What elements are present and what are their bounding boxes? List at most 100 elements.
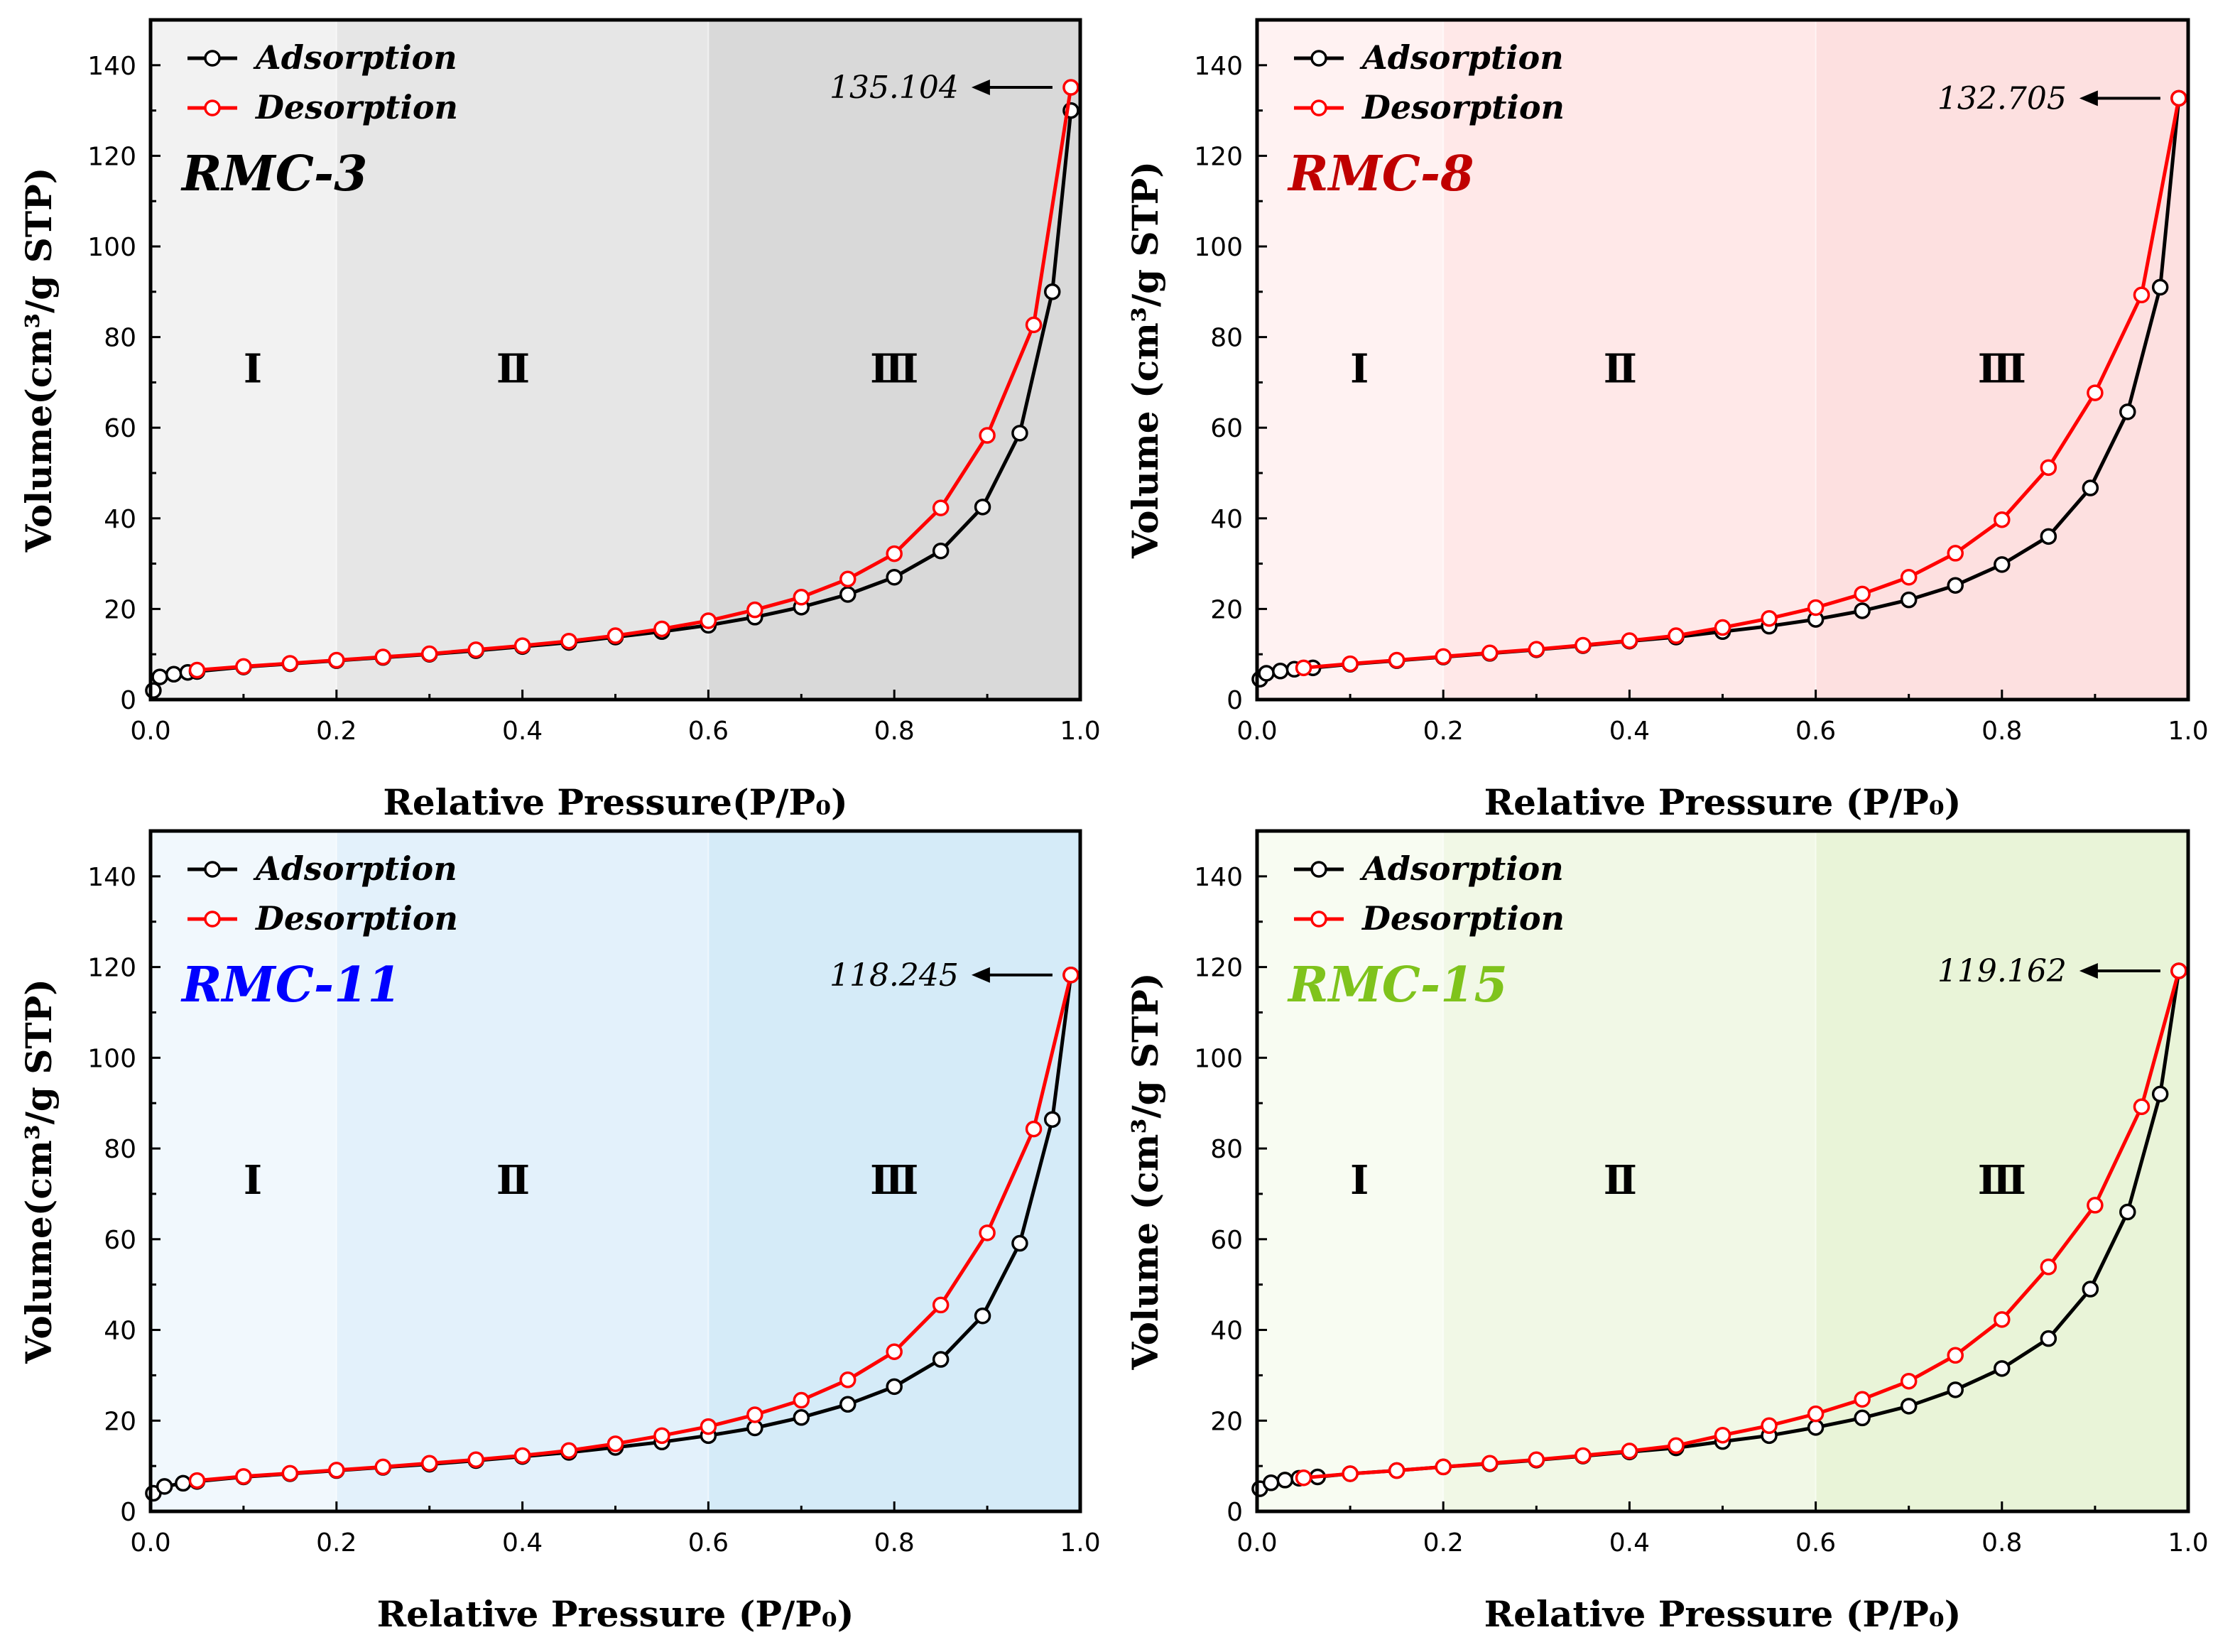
desorption-data-point [2040, 1259, 2057, 1276]
x-axis-title: Relative Pressure(P/P₀) [383, 781, 847, 823]
desorption-data-point [513, 1447, 531, 1464]
desorption-data-point [2170, 962, 2187, 979]
desorption-data-point [1714, 1426, 1731, 1444]
y-tick-label: 100 [87, 1044, 136, 1073]
annotation-arrow-head [971, 80, 990, 96]
adsorption-data-point [932, 542, 950, 560]
adsorption-data-point [1043, 1111, 1061, 1128]
legend-marker-2 [1310, 911, 1327, 928]
x-tick-label: 1.0 [2168, 717, 2208, 746]
desorption-data-point [700, 1418, 717, 1435]
adsorption-data-point [145, 682, 162, 699]
y-axis-title: Volume (cm³/g STP) [1124, 161, 1166, 559]
desorption-data-point [560, 632, 577, 650]
desorption-data-point [746, 1406, 763, 1423]
adsorption-data-point [1994, 1360, 2011, 1377]
desorption-data-point [235, 1468, 252, 1485]
zone-1-background [1257, 831, 1444, 1511]
adsorption-data-point [1900, 591, 1918, 609]
adsorption-data-point [839, 1396, 857, 1413]
legend-label-2: Desorption [254, 88, 458, 126]
desorption-data-point [281, 655, 299, 672]
desorption-data-point [1761, 1417, 1778, 1435]
y-tick-label: 140 [1194, 863, 1243, 892]
annotation-arrow-head [2079, 962, 2098, 979]
x-tick-label: 0.8 [1981, 717, 2022, 746]
desorption-data-point [1668, 627, 1685, 644]
desorption-data-point [2133, 1098, 2151, 1116]
adsorption-data-point [1043, 283, 1061, 300]
desorption-data-point [1994, 511, 2011, 528]
desorption-data-point [1900, 1372, 1918, 1390]
zone-2-background [1443, 831, 1816, 1511]
desorption-data-point [932, 1296, 950, 1314]
x-tick-label: 0.6 [688, 717, 729, 746]
desorption-data-point [746, 601, 763, 619]
annotation-value: 119.162 [1937, 953, 2067, 989]
desorption-data-point [1947, 1347, 1964, 1364]
legend-marker-1 [1310, 861, 1327, 878]
adsorption-data-point [165, 665, 183, 683]
y-tick-label: 20 [1210, 1407, 1243, 1436]
x-tick-label: 0.4 [1609, 717, 1650, 746]
adsorption-data-point [1272, 663, 1289, 680]
x-tick-label: 0.4 [1609, 1528, 1650, 1558]
y-axis-title: Volume(cm³/g STP) [18, 168, 60, 553]
y-tick-label: 0 [120, 1498, 136, 1527]
y-tick-label: 100 [1194, 233, 1243, 262]
desorption-data-point [979, 427, 996, 444]
region-label-2: Ⅱ [1604, 1157, 1637, 1204]
adsorption-data-point [156, 1478, 173, 1495]
x-tick-label: 0.0 [1236, 717, 1277, 746]
y-tick-label: 40 [104, 505, 136, 534]
x-tick-label: 0.2 [316, 1528, 357, 1558]
chart-panel-1: Ⅰ Ⅱ Ⅲ 135.104 Adsorption Desorption RMC-3 0.0 0.… [18, 18, 1101, 823]
desorption-data-point [1668, 1437, 1685, 1455]
adsorption-data-point [2119, 403, 2136, 420]
region-label-1: Ⅰ [1350, 345, 1369, 392]
adsorption-data-point [2151, 1085, 2169, 1103]
desorption-data-point [700, 612, 717, 629]
y-tick-label: 100 [87, 233, 136, 262]
legend-marker-1 [204, 861, 221, 878]
desorption-data-point [1388, 1462, 1405, 1479]
y-tick-label: 40 [1210, 505, 1243, 534]
adsorption-data-point [1258, 665, 1275, 682]
desorption-data-point [1528, 641, 1545, 658]
desorption-data-point [374, 1458, 391, 1476]
adsorption-data-point [1854, 602, 1871, 619]
desorption-data-point [1854, 1391, 1871, 1408]
desorption-data-point [2170, 89, 2187, 107]
sample-label: RMC-8 [1287, 146, 1474, 202]
desorption-data-point [839, 1371, 857, 1389]
y-tick-label: 60 [104, 414, 136, 443]
legend-label-2: Desorption [1361, 88, 1565, 126]
y-tick-label: 140 [87, 863, 136, 892]
y-tick-label: 40 [104, 1317, 136, 1346]
adsorption-data-point [932, 1351, 950, 1368]
annotation-value: 132.705 [1937, 80, 2067, 116]
y-tick-label: 120 [87, 954, 136, 983]
desorption-data-point [281, 1464, 299, 1482]
desorption-data-point [1435, 1458, 1452, 1476]
desorption-data-point [420, 645, 438, 663]
adsorption-data-point [1011, 1234, 1028, 1252]
desorption-data-point [235, 658, 252, 675]
legend-marker-2 [204, 911, 221, 928]
desorption-data-point [653, 1427, 670, 1445]
y-tick-label: 0 [120, 686, 136, 715]
desorption-data-point [2087, 1197, 2104, 1214]
x-tick-label: 0.6 [1795, 1528, 1836, 1558]
desorption-data-point [1575, 636, 1592, 654]
zone-1-background [1257, 20, 1444, 700]
desorption-data-point [328, 1462, 345, 1479]
adsorption-data-point [1854, 1409, 1871, 1427]
legend-label-2: Desorption [254, 899, 458, 938]
adsorption-data-point [1011, 425, 1028, 442]
desorption-data-point [2133, 286, 2151, 304]
annotation-arrow-head [2079, 90, 2098, 107]
adsorption-data-point [1947, 1381, 1964, 1398]
desorption-data-point [1025, 1120, 1043, 1138]
